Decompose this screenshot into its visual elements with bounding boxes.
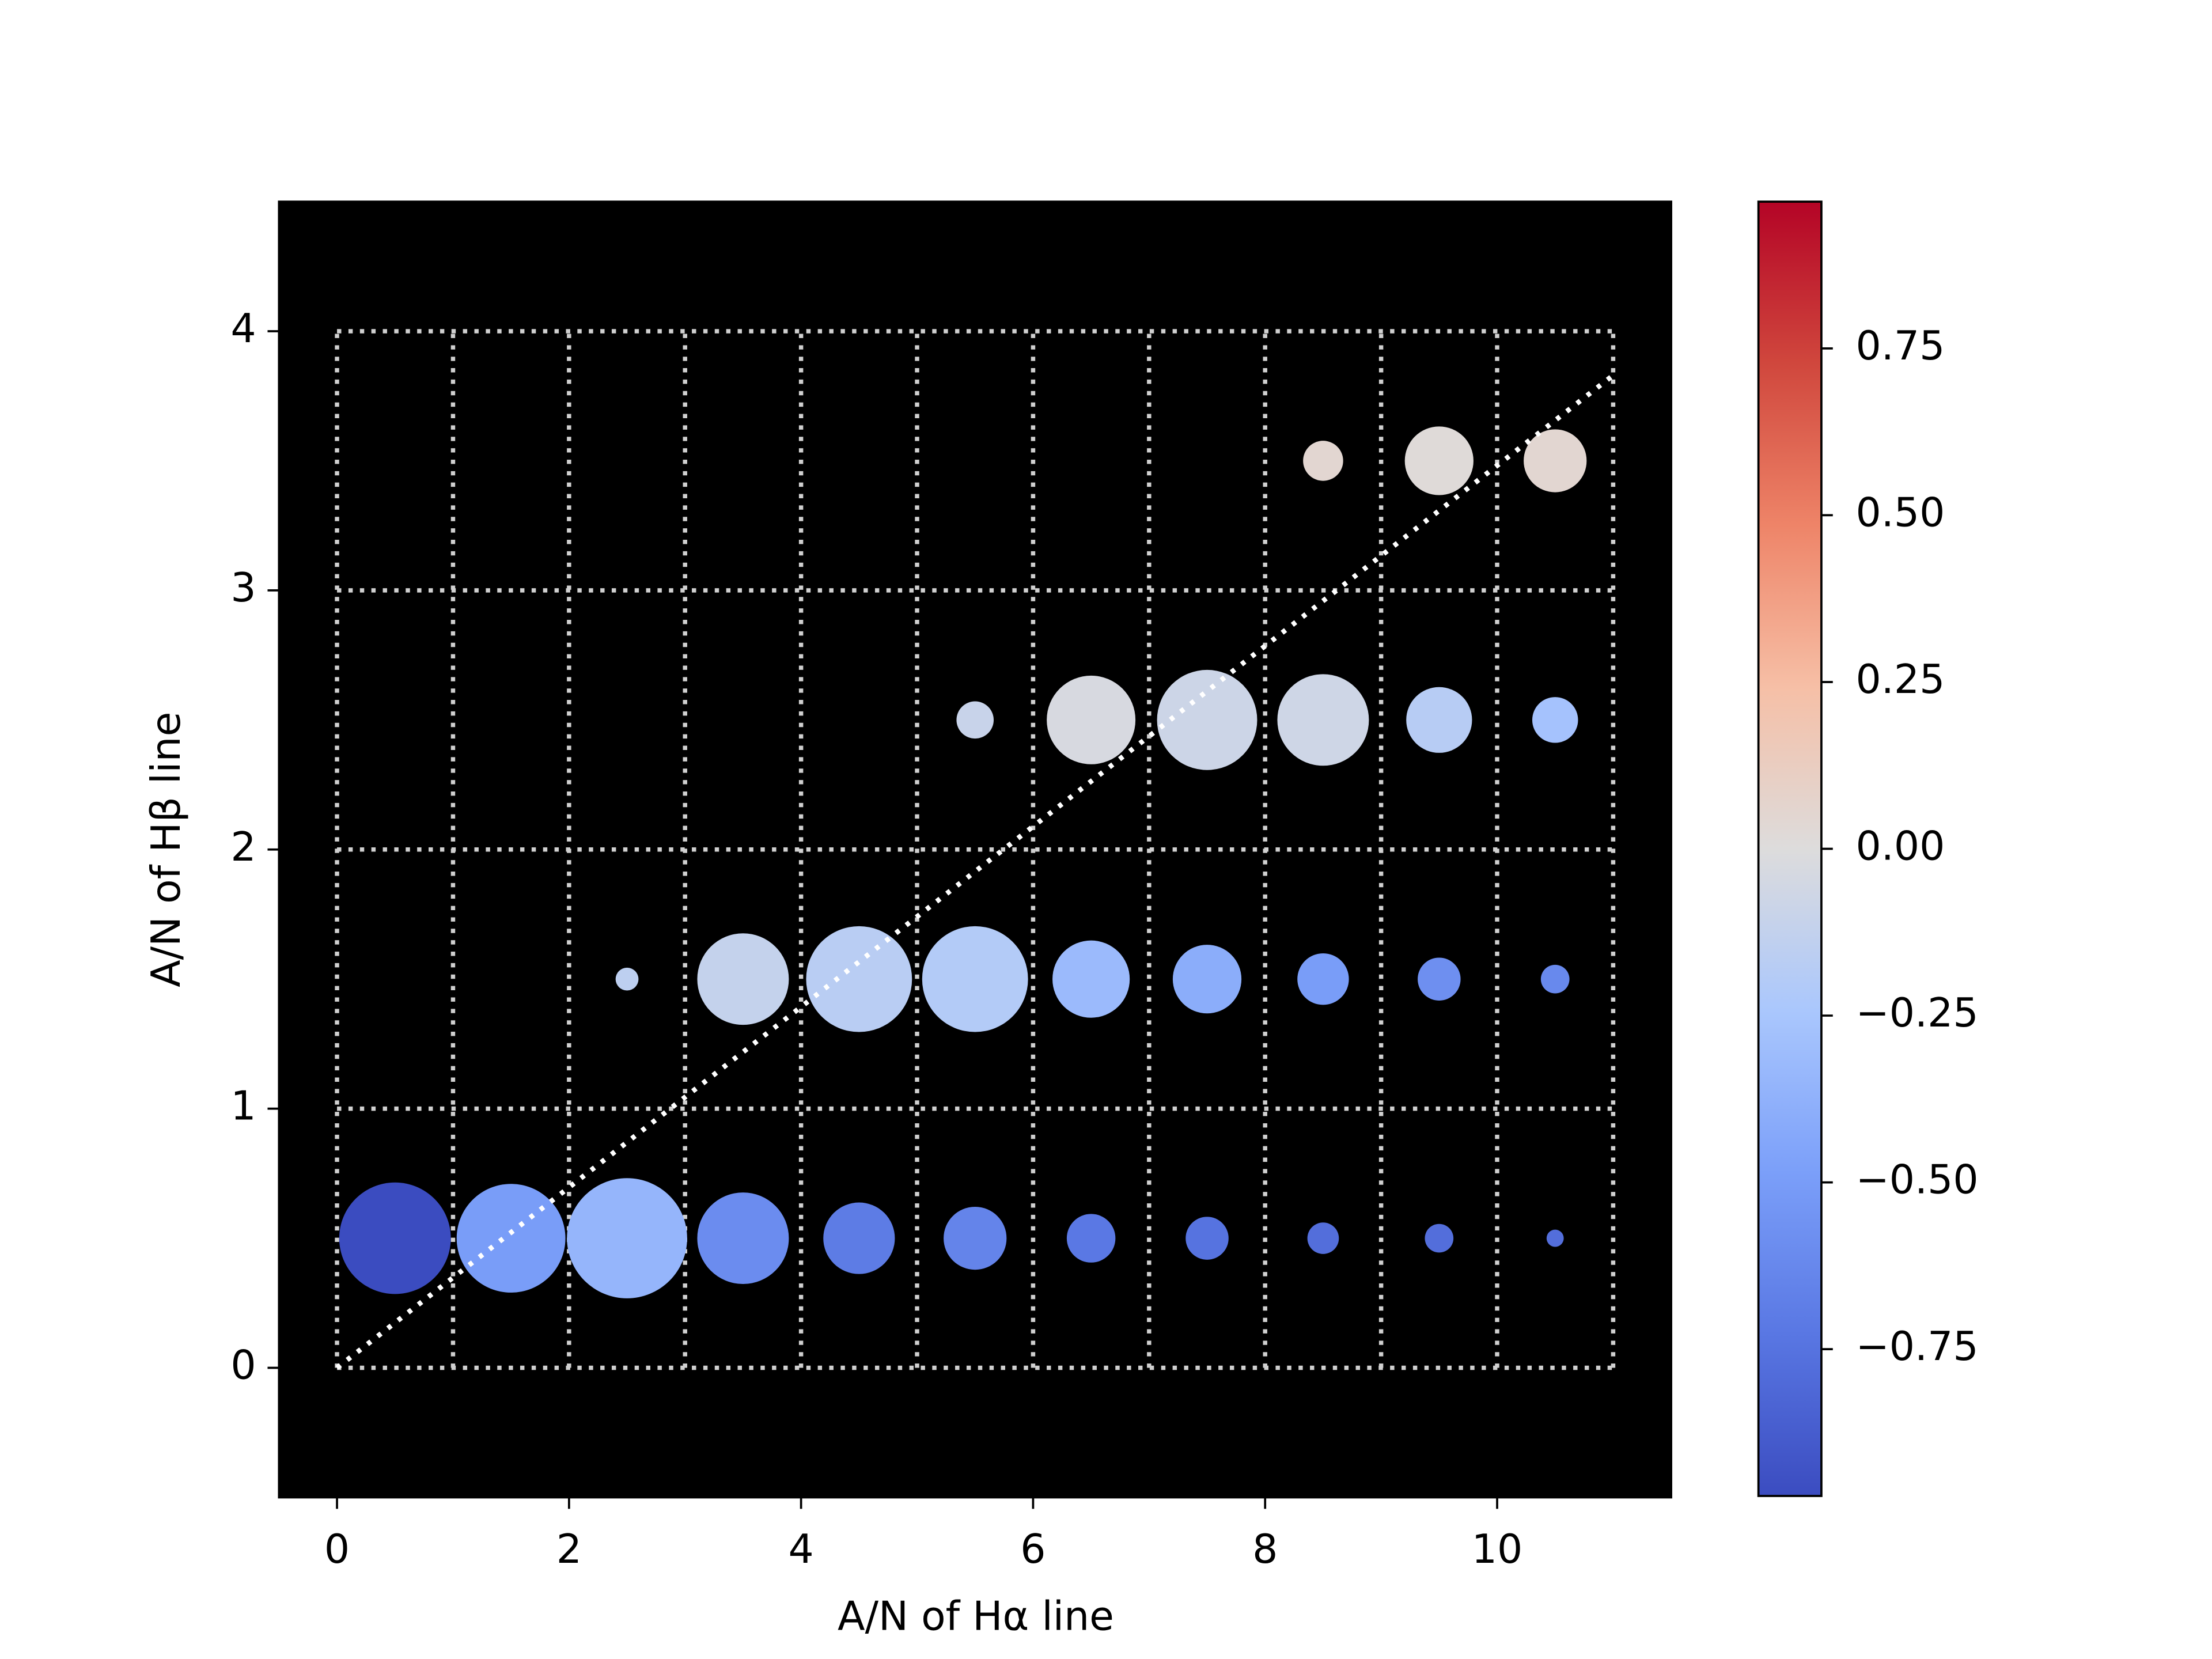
y-tick-label: 4 [230, 305, 256, 352]
colorbar [1757, 200, 1823, 1497]
colorbar-tick-label: 0.00 [1856, 823, 1945, 870]
bubble [567, 1178, 687, 1298]
bubble [1546, 1229, 1564, 1247]
colorbar-tick-label: 0.50 [1856, 489, 1945, 536]
bubble [456, 1184, 566, 1293]
bubble [1052, 940, 1130, 1018]
y-tick-label: 2 [230, 824, 256, 870]
bubble [956, 701, 994, 739]
bubble [697, 1192, 789, 1285]
bubble [806, 926, 912, 1032]
bubble [1532, 697, 1578, 743]
colorbar-tick-label: −0.25 [1856, 990, 1979, 1036]
y-tick-label: 0 [230, 1342, 256, 1389]
bubble [1157, 669, 1257, 770]
bubble [1047, 675, 1136, 764]
colorbar-tick-label: 0.75 [1856, 323, 1945, 369]
bubble [1307, 1222, 1339, 1254]
colorbar-tick-label: −0.75 [1856, 1323, 1979, 1370]
bubble [1277, 674, 1369, 766]
bubble [1540, 964, 1570, 994]
bubble [1185, 1217, 1229, 1260]
bubble [1172, 945, 1242, 1014]
colorbar-tick-label: −0.50 [1856, 1157, 1979, 1203]
bubble [823, 1202, 895, 1274]
x-tick-label: 2 [556, 1526, 582, 1573]
bubble [1406, 687, 1472, 753]
y-axis-label: A/N of Hβ line [143, 712, 190, 987]
bubble [339, 1182, 451, 1294]
bubble [1303, 441, 1343, 481]
bubble [1524, 429, 1587, 493]
x-axis-label: A/N of Hα line [838, 1593, 1114, 1640]
x-tick-label: 10 [1472, 1526, 1522, 1573]
bubble [1404, 426, 1474, 495]
x-tick-label: 0 [324, 1526, 350, 1573]
bubble [944, 1206, 1007, 1270]
colorbar-tick-label: 0.25 [1856, 656, 1945, 703]
y-tick-label: 1 [230, 1083, 256, 1130]
bubble [1425, 1224, 1454, 1253]
bubble [922, 926, 1028, 1032]
y-tick-label: 3 [230, 565, 256, 611]
bubble [1297, 953, 1349, 1005]
bubble [615, 967, 639, 991]
bubble [697, 933, 789, 1025]
bubble [1066, 1214, 1116, 1263]
x-tick-label: 4 [789, 1526, 814, 1573]
x-tick-label: 6 [1020, 1526, 1046, 1573]
bubble [1418, 957, 1461, 1001]
x-tick-label: 8 [1252, 1526, 1278, 1573]
